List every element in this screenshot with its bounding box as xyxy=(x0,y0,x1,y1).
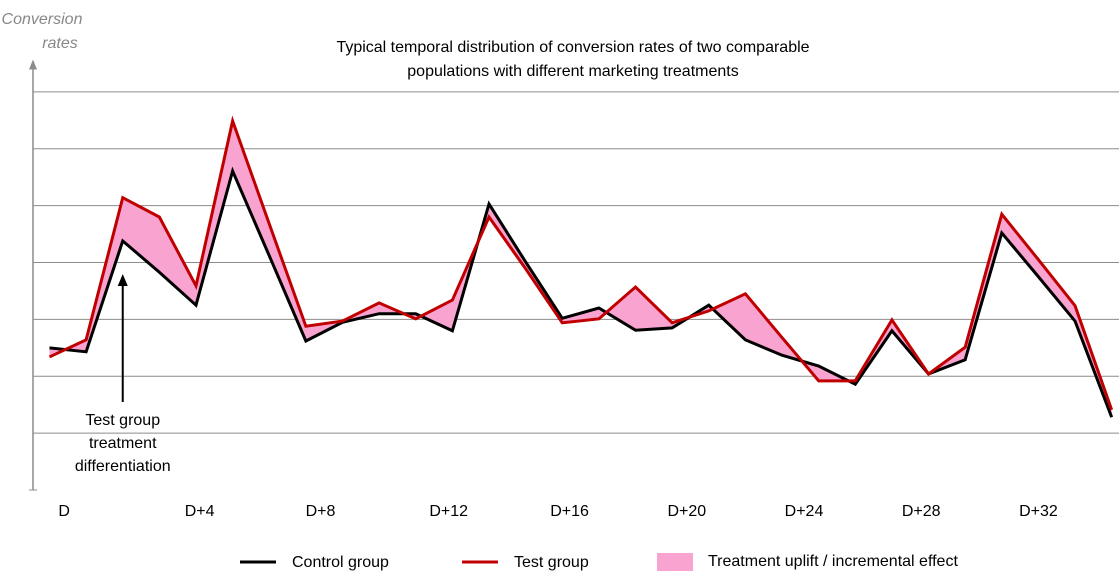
chart-title: Typical temporal distribution of convers… xyxy=(336,39,809,56)
x-tick-label: D+20 xyxy=(667,503,706,520)
annotation: Test group xyxy=(85,412,160,429)
annotation: treatment xyxy=(89,435,157,452)
legend-swatch xyxy=(657,553,693,571)
x-tick-label: D+12 xyxy=(429,503,468,520)
x-tick-label: D+4 xyxy=(185,503,215,520)
series-line xyxy=(48,115,1114,411)
x-tick-label: D+8 xyxy=(306,503,336,520)
legend-label: Treatment uplift / incremental effect xyxy=(708,553,958,570)
chart-title: populations with different marketing tre… xyxy=(407,63,738,80)
x-tick-label: D+16 xyxy=(550,503,589,520)
x-tick-label: D+24 xyxy=(785,503,824,520)
series-line xyxy=(49,166,1114,418)
annotation: differentiation xyxy=(75,458,171,475)
x-tick-label: D xyxy=(58,503,70,520)
y-axis-arrow xyxy=(29,59,37,70)
x-tick-label: D+28 xyxy=(902,503,941,520)
y-axis-label: rates xyxy=(42,35,78,52)
x-tick-label: D+32 xyxy=(1019,503,1058,520)
y-axis-label: Conversion xyxy=(2,11,83,28)
annotation-arrowhead xyxy=(117,274,128,286)
uplift-area xyxy=(49,120,1112,418)
legend-label: Control group xyxy=(292,554,389,571)
legend-label: Test group xyxy=(514,554,589,571)
